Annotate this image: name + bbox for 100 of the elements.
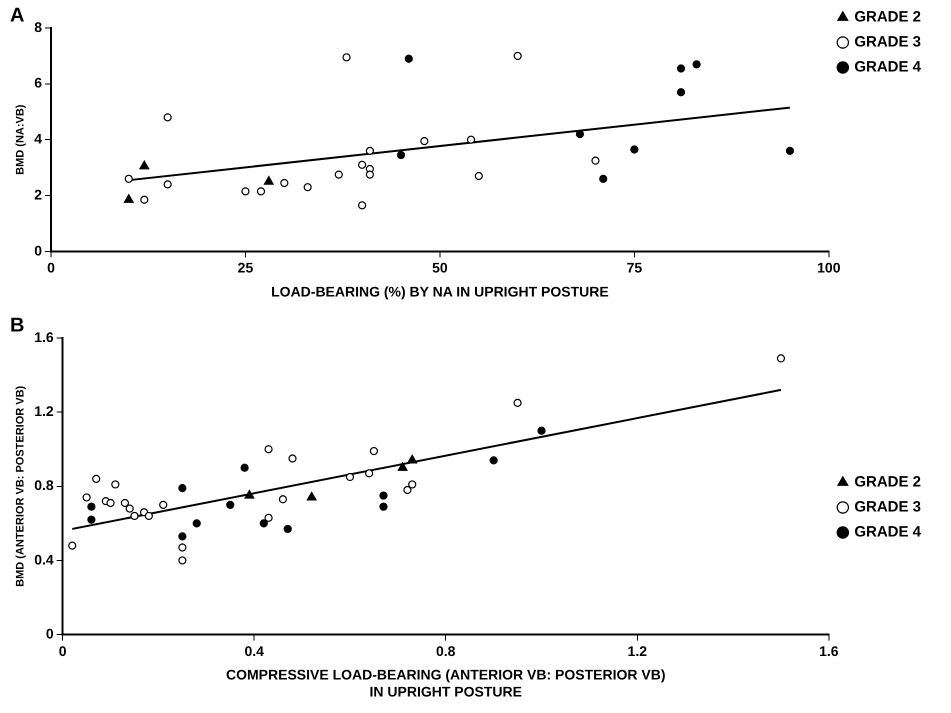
point [241,187,250,196]
point [130,512,139,520]
x-axis-title: LOAD-BEARING (%) BY NA IN UPRIGHT POSTURE [271,283,609,300]
y-tick-label: 0.8 [34,477,54,494]
point [192,519,201,528]
y-tick-label: 8 [34,18,42,35]
point [576,130,584,138]
point [260,519,268,528]
point [120,498,130,508]
point [264,176,274,185]
point [404,54,413,63]
point [226,500,234,509]
point [87,502,96,511]
point [164,113,172,122]
legend-label: GRADE 4 [854,58,922,76]
x-tick-label: 0 [58,642,67,659]
point [358,201,366,210]
legend-label: GRADE 2 [854,8,922,26]
point [370,446,378,456]
point [407,454,418,464]
point [420,136,428,146]
point [159,500,168,509]
x-tick-label: 100 [817,260,841,276]
point [240,464,249,472]
y-tick-label: 0.4 [34,551,54,568]
point [346,472,354,482]
x-tick-label: 1.2 [628,642,648,659]
point [358,160,366,169]
point [398,462,408,471]
point [366,146,374,155]
point [68,542,76,550]
chart-title: A [10,4,24,27]
point [676,64,686,73]
legend-label: GRADE 3 [854,34,922,51]
y-tick-label: 1.6 [34,328,54,345]
chart-title: B [10,314,24,337]
point [365,469,374,478]
point [334,170,343,179]
point [692,60,701,68]
point [164,180,172,188]
point [288,454,297,463]
point [630,145,638,154]
point [676,88,686,96]
point [366,170,374,179]
point [124,174,133,183]
legend-label: GRADE 2 [854,474,922,491]
point [599,174,608,183]
y-axis-title: BMD (NA:VB) [14,104,27,175]
x-tick-label: 0.8 [436,642,456,659]
point [87,516,96,524]
y-tick-label: 4 [34,130,42,147]
legend-label: GRADE 4 [854,524,922,541]
y-tick-label: 0 [46,625,54,642]
point [139,160,150,170]
point [178,556,186,565]
y-tick-label: 2 [34,186,42,202]
point [474,172,483,180]
point [178,532,186,540]
point [776,354,786,362]
y-tick-label: 6 [34,74,42,91]
point [466,136,476,144]
point [513,398,522,407]
point [379,502,388,511]
point [396,150,406,160]
x-tick-label: 75 [626,260,642,276]
point [264,445,273,454]
point [591,156,600,165]
point [264,514,273,522]
x-tick-label: 50 [432,260,448,276]
point [280,178,288,188]
point [140,196,148,204]
y-tick-label: 0 [34,242,42,258]
point [379,491,388,500]
point [306,492,317,501]
point [144,512,153,520]
point [408,480,416,489]
point [124,194,134,203]
point [537,426,546,435]
x-tick-label: 25 [238,260,254,276]
point [111,480,120,489]
point [178,484,186,492]
point [786,146,794,155]
point [278,495,288,504]
point [514,52,522,60]
point [403,486,412,494]
point [82,493,91,502]
point [244,490,254,499]
point [304,183,312,192]
legend-label: GRADE 3 [854,498,922,516]
point [126,504,134,513]
y-tick-label: 1.2 [34,403,54,420]
point [106,498,115,508]
x-tick-label: 1.6 [819,642,839,659]
point [256,187,266,196]
point [490,456,498,464]
point [92,474,100,483]
x-tick-label: 0.4 [244,642,264,659]
x-axis-title: COMPRESSIVE LOAD-BEARING (ANTERIOR VB: POSTERIOR VB) IN UPRIGHT POSTURE [226,666,666,700]
point [178,543,186,552]
point [284,524,292,534]
